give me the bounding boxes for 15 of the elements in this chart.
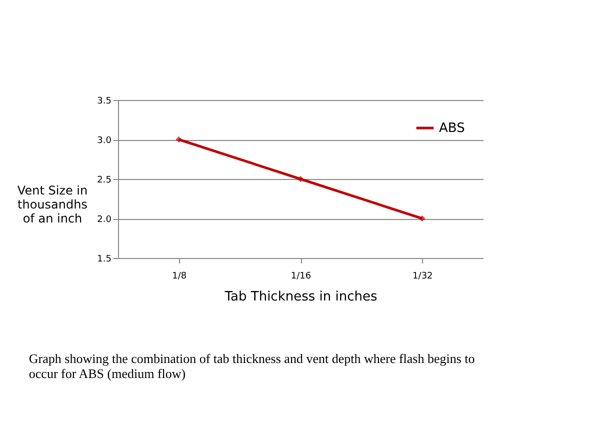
x-tick-label: 1/16 <box>290 272 312 282</box>
point <box>297 176 304 182</box>
y-tick-label: 1.5 <box>97 254 112 264</box>
x-axis-title: Tab Thickness in inches <box>224 290 378 304</box>
text: Graph showing the combination of tab thickness and vent depth where flash begins to occur for ABS (medium flow) <box>28 351 475 381</box>
point <box>176 136 182 143</box>
x-tick-label: 1/8 <box>172 272 187 282</box>
y-tick-label: 2.0 <box>97 215 112 225</box>
y-tick-label: 3.0 <box>97 136 112 146</box>
y-tick-label: 2.5 <box>97 176 112 186</box>
x-tick-label: 1/32 <box>412 272 433 282</box>
y-tick-label: 3.5 <box>97 96 112 106</box>
legend-label: ABS <box>439 121 465 136</box>
y-axis-title: Vent Size in thousandhs of an inch <box>17 184 88 226</box>
point <box>419 215 426 222</box>
